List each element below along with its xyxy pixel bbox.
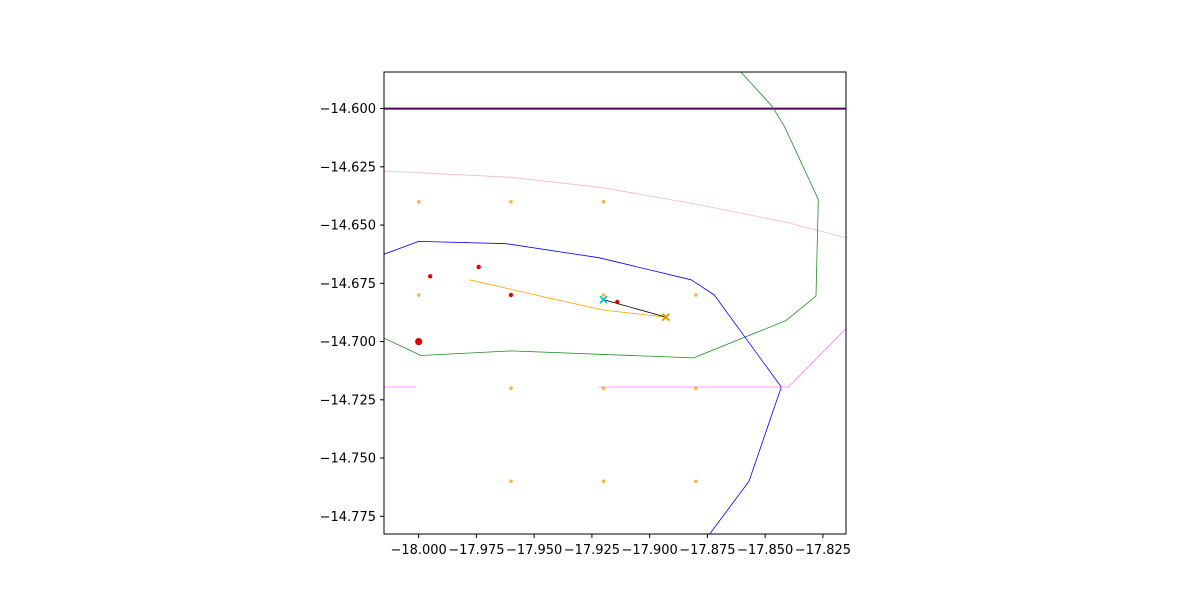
y-tick-label: −14.650 xyxy=(320,219,376,234)
x-tick-label: −17.875 xyxy=(679,543,735,558)
x-tick-label: −18.000 xyxy=(390,543,446,558)
red-point xyxy=(428,274,433,279)
x-tick-label: −17.900 xyxy=(621,543,677,558)
pink-curve xyxy=(384,170,846,239)
red-point xyxy=(415,338,423,346)
grid-point xyxy=(416,293,421,297)
y-tick-label: −14.775 xyxy=(320,510,376,525)
x-tick-label: −17.825 xyxy=(795,543,851,558)
grid-point xyxy=(601,386,606,391)
grid-point xyxy=(694,386,698,391)
grid-point xyxy=(509,479,513,484)
red-point xyxy=(508,292,514,298)
grid-point xyxy=(601,293,606,297)
grid-point xyxy=(694,293,698,297)
cyan-x-marker xyxy=(599,295,608,304)
x-axis: −18.000 −17.975 −17.950 −17.925 −17.900 −17.8… xyxy=(390,534,851,558)
grid-point xyxy=(509,386,513,391)
y-tick-label: −14.600 xyxy=(320,102,376,117)
red-point xyxy=(476,264,481,270)
grid-point xyxy=(601,479,606,484)
x-tick-label: −17.975 xyxy=(448,543,504,558)
blue-boundary xyxy=(384,240,782,534)
y-tick-label: −14.675 xyxy=(320,277,376,292)
green-boundary xyxy=(384,72,819,359)
y-tick-label: −14.750 xyxy=(320,452,376,467)
orange-track xyxy=(469,279,666,318)
red-point xyxy=(615,299,620,305)
y-axis: −14.600 −14.625 −14.650 −14.675 −14.700 −14.7… xyxy=(320,102,384,525)
y-tick-label: −14.625 xyxy=(320,160,376,175)
x-tick-label: −17.850 xyxy=(737,543,793,558)
x-tick-label: −17.950 xyxy=(506,543,562,558)
grid-point xyxy=(509,200,513,204)
y-tick-label: −14.700 xyxy=(320,335,376,350)
grid-point xyxy=(416,200,421,204)
plot-content xyxy=(384,72,846,534)
y-tick-label: −14.725 xyxy=(320,393,376,408)
orange-x-marker xyxy=(661,312,670,322)
magenta-line-right xyxy=(598,328,846,388)
x-tick-label: −17.925 xyxy=(564,543,620,558)
plot-frame xyxy=(383,71,847,535)
grid-point xyxy=(694,479,698,484)
grid-point xyxy=(601,200,606,204)
black-link xyxy=(603,299,666,318)
